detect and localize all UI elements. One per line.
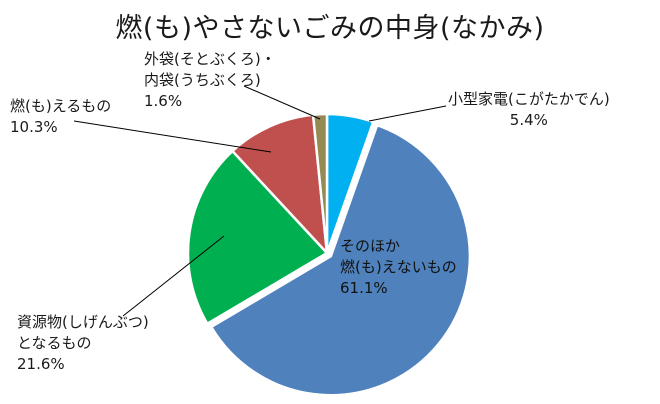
label-recyclables: 資源物(しげんぶつ) となるもの 21.6%: [17, 312, 149, 375]
label-other-non-burnable: そのほか燃(も)えないもの 61.1%: [340, 236, 457, 299]
leader-line: [243, 85, 321, 120]
slice-value-label: 61.1%: [340, 279, 388, 297]
slice-bags: [311, 112, 329, 255]
slice-label-text: 内袋(うちぶくろ): [144, 71, 261, 89]
slice-label-text: 小型家電(こがたかでん): [448, 90, 610, 108]
slice-label-text: 燃(も)えないもの: [340, 258, 457, 276]
slice-value-label: 1.6%: [144, 92, 183, 110]
slice-label-text: 外袋(そとぶくろ)・: [144, 50, 276, 68]
slice-label-text: となるもの: [17, 334, 92, 352]
slice-label-text: そのほか: [340, 237, 401, 255]
leader-line: [368, 105, 447, 122]
label-burnable: 燃(も)えるもの 10.3%: [10, 96, 111, 138]
slice-recyclables: [186, 149, 329, 326]
slice-label-text: 燃(も)えるもの: [10, 97, 112, 115]
leader-line: [73, 120, 272, 153]
label-bags: 外袋(そとぶくろ)・ 内袋(うちぶくろ) 1.6%: [144, 49, 276, 112]
slice-value-label: 10.3%: [10, 118, 58, 136]
leader-line: [122, 235, 225, 317]
slice-label-text: 資源物(しげんぶつ): [17, 313, 149, 331]
label-small-appliances: 小型家電(こがたかでん) 5.4%: [448, 89, 610, 131]
slice-value-label: 5.4%: [509, 111, 548, 129]
slice-value-label: 21.6%: [17, 355, 65, 373]
slice-other-non-burnable: [209, 123, 472, 397]
chart-title: 燃(も)やさないごみの中身(なかみ): [115, 13, 545, 44]
